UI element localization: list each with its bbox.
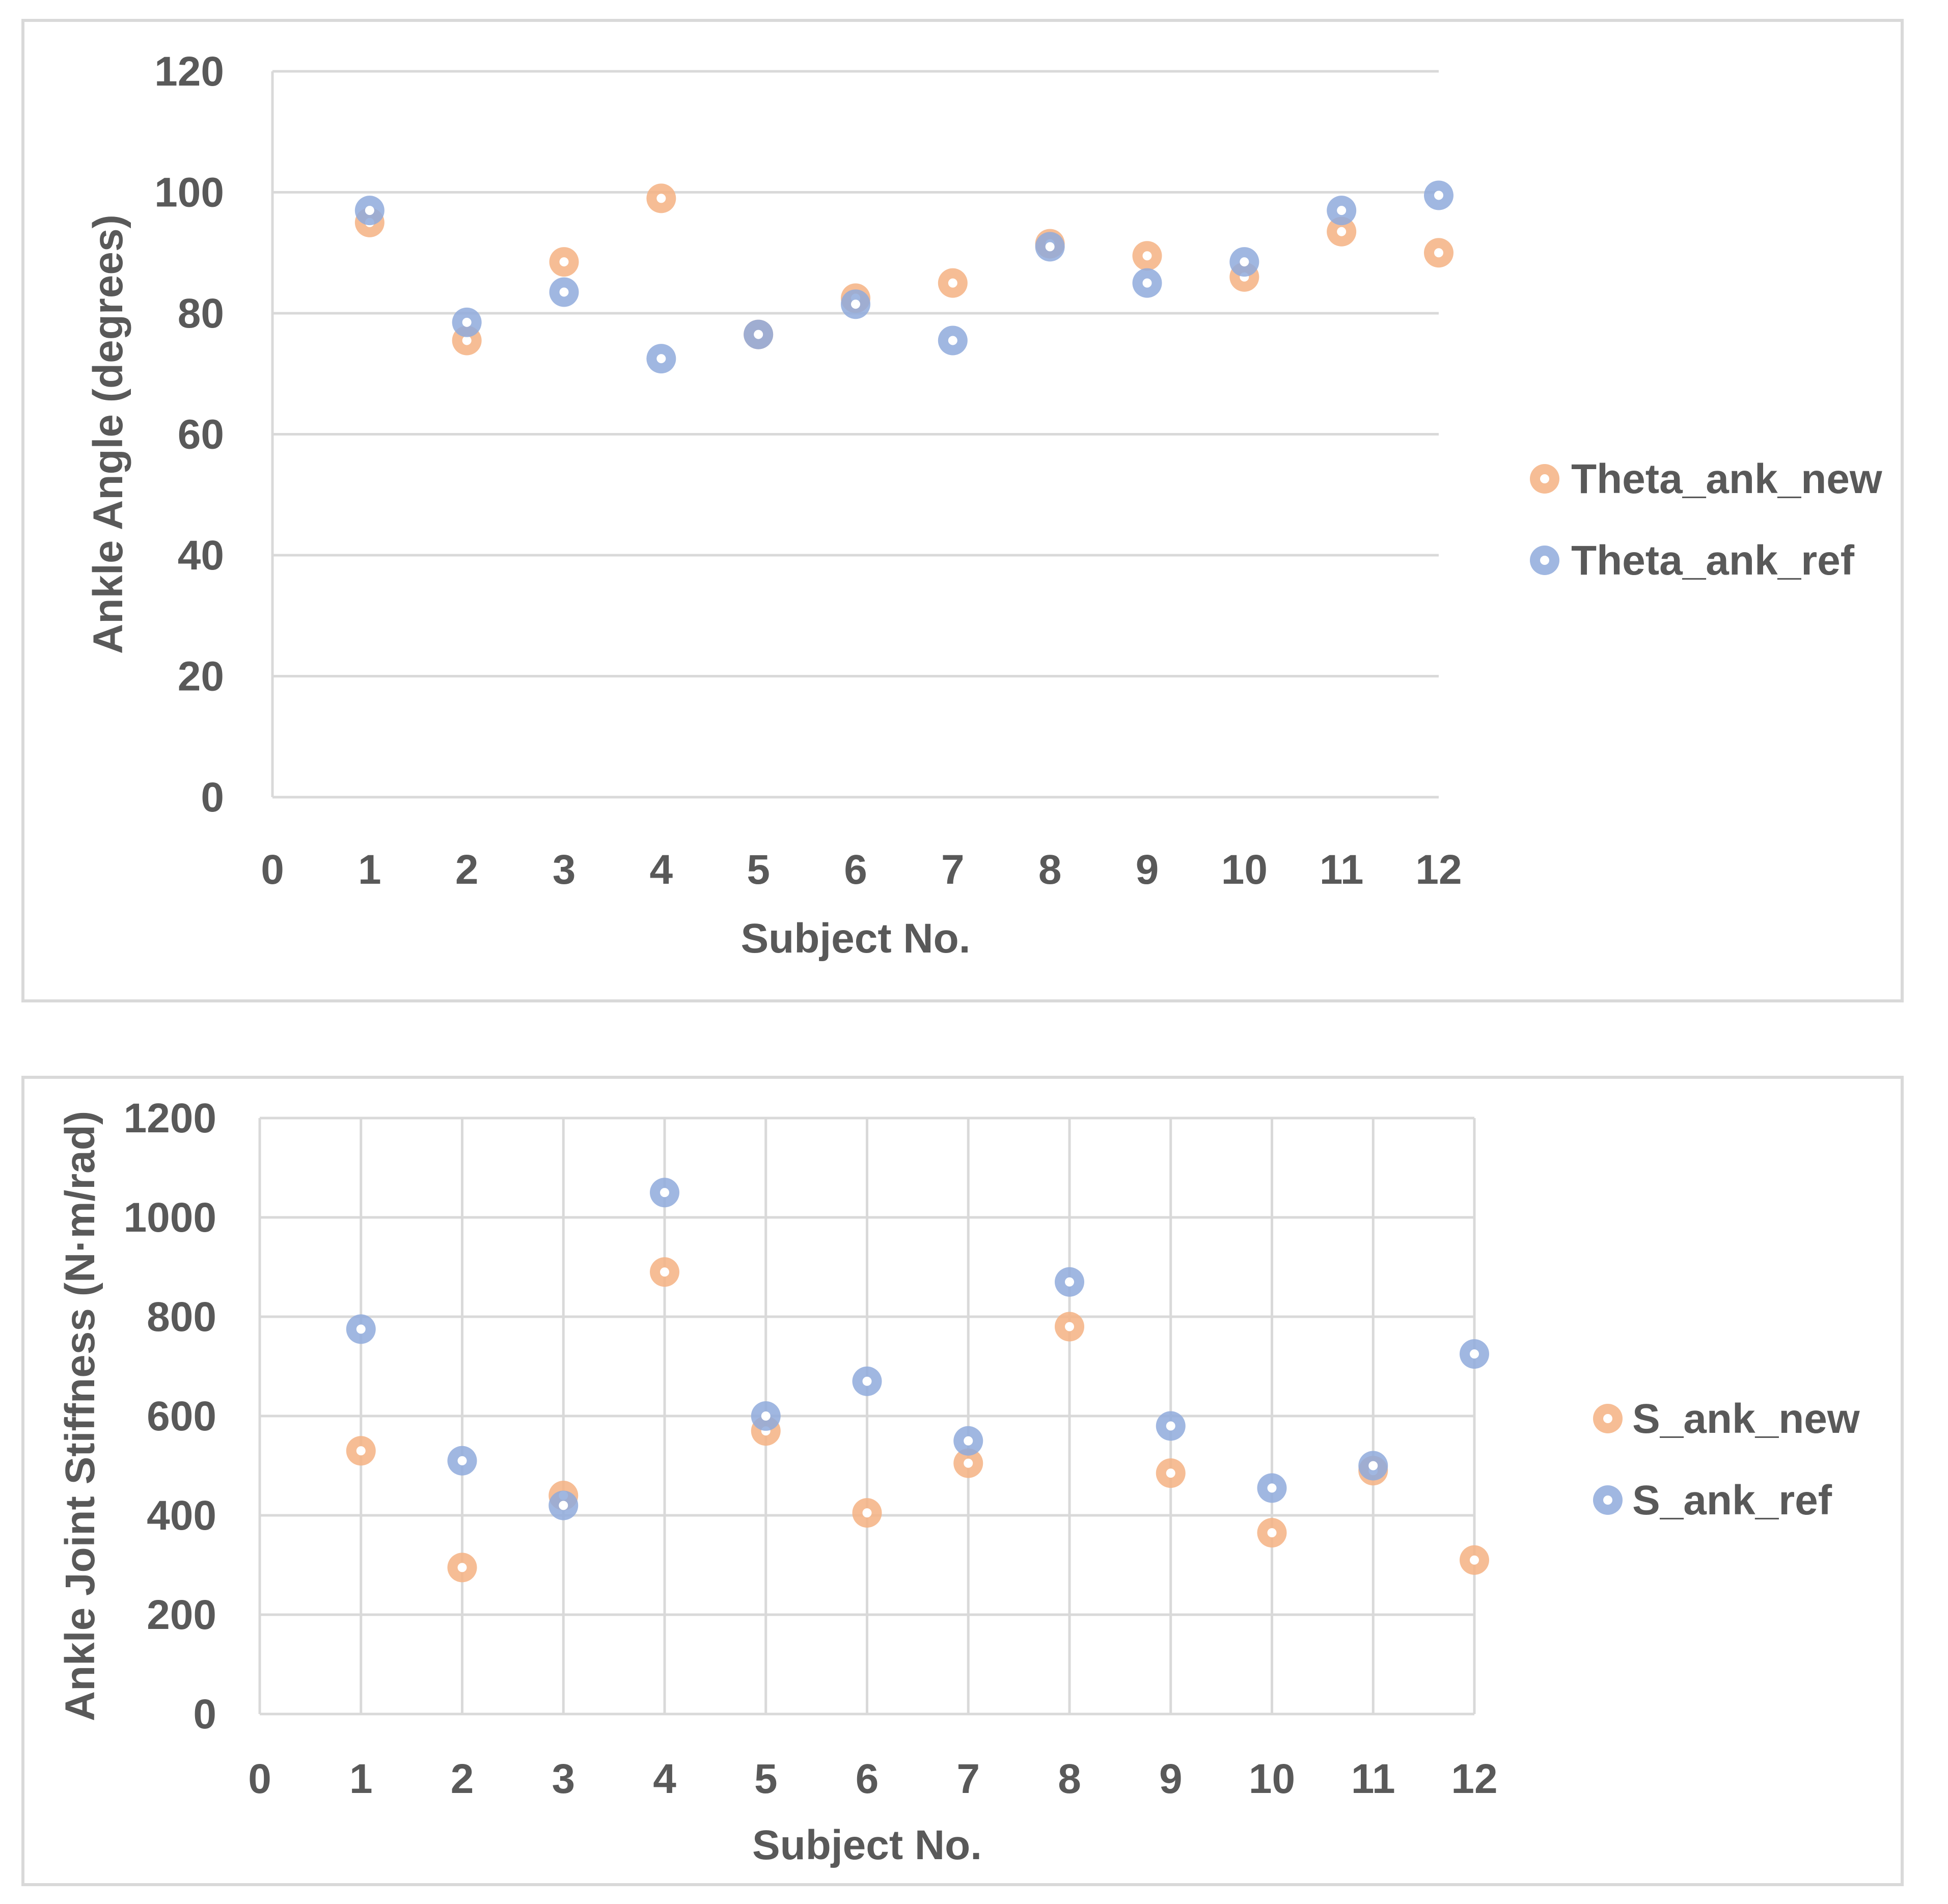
data-point-center (1045, 242, 1055, 252)
x-tick-label: 10 (1249, 1756, 1295, 1802)
data-point-center (754, 330, 763, 339)
x-axis-title: Subject No. (740, 915, 970, 962)
data-point-center (964, 1436, 973, 1446)
data-point-center (660, 1267, 669, 1277)
data-point-center (1166, 1468, 1175, 1478)
y-tick-label: 400 (147, 1492, 216, 1539)
data-point-center (1470, 1555, 1479, 1565)
y-tick-label: 800 (147, 1294, 216, 1340)
data-point-center (559, 287, 569, 297)
legend-marker-center (1540, 556, 1549, 565)
data-point-center (948, 336, 957, 345)
data-point-center (457, 1563, 467, 1572)
y-axis-title: Ankle Joint Stiffness (N·m/rad) (57, 1111, 103, 1721)
x-tick-label: 12 (1451, 1756, 1497, 1802)
y-tick-label: 600 (147, 1393, 216, 1439)
y-tick-label: 40 (178, 532, 224, 579)
x-tick-label: 7 (956, 1756, 980, 1802)
y-axis-title: Ankle Angle (degrees) (85, 214, 131, 654)
data-point-center (1142, 251, 1152, 261)
legend-label: S_ank_new (1632, 1396, 1860, 1442)
data-point-center (862, 1376, 872, 1386)
data-point-center (1434, 248, 1443, 258)
y-tick-label: 80 (178, 290, 224, 337)
data-point-center (462, 336, 472, 345)
y-tick-label: 100 (154, 170, 224, 216)
data-point-center (457, 1456, 467, 1465)
data-point-center (559, 1501, 568, 1510)
legend-label: Theta_ank_new (1571, 456, 1882, 502)
y-tick-label: 120 (154, 48, 224, 95)
x-tick-label: 10 (1221, 847, 1268, 893)
data-point-center (1240, 257, 1249, 267)
data-point-center (1065, 1322, 1074, 1331)
x-tick-label: 3 (552, 1756, 575, 1802)
data-point-center (1142, 278, 1152, 288)
data-point-center (851, 300, 860, 309)
x-tick-label: 11 (1351, 1756, 1395, 1802)
x-tick-label: 8 (1058, 1756, 1081, 1802)
x-tick-label: 2 (451, 1756, 474, 1802)
data-point-center (1337, 227, 1347, 236)
x-tick-label: 0 (248, 1756, 271, 1802)
x-tick-label: 1 (358, 847, 381, 893)
data-point-center (1470, 1349, 1479, 1359)
data-point-center (559, 257, 569, 267)
legend-marker-center (1603, 1414, 1612, 1423)
x-tick-label: 5 (754, 1756, 778, 1802)
y-tick-label: 1200 (124, 1095, 216, 1141)
y-tick-label: 0 (193, 1691, 216, 1737)
x-tick-label: 6 (844, 847, 867, 893)
data-point-center (1267, 1483, 1277, 1493)
y-tick-label: 60 (178, 412, 224, 458)
x-tick-label: 8 (1038, 847, 1062, 893)
x-tick-label: 4 (650, 847, 673, 893)
x-tick-label: 0 (261, 847, 284, 893)
y-tick-label: 1000 (124, 1194, 216, 1241)
x-tick-label: 9 (1159, 1756, 1183, 1802)
data-point-center (1434, 191, 1443, 200)
x-tick-label: 2 (455, 847, 479, 893)
x-tick-label: 7 (941, 847, 965, 893)
data-point-center (462, 317, 472, 327)
legend-marker-center (1603, 1495, 1612, 1505)
x-tick-label: 12 (1415, 847, 1462, 893)
data-point-center (1065, 1277, 1074, 1287)
data-point-center (656, 354, 666, 364)
data-point-center (964, 1458, 973, 1468)
data-point-center (356, 1324, 366, 1334)
data-point-center (1267, 1528, 1277, 1538)
chart-frame (21, 19, 1904, 1002)
y-tick-label: 20 (178, 654, 224, 700)
y-tick-label: 0 (201, 774, 224, 821)
y-tick-label: 200 (147, 1592, 216, 1638)
data-point-center (1368, 1461, 1378, 1471)
data-point-center (656, 194, 666, 203)
legend-label: Theta_ank_ref (1571, 537, 1855, 584)
data-point-center (1166, 1421, 1175, 1431)
x-tick-label: 11 (1320, 847, 1364, 893)
data-point-center (356, 1446, 366, 1456)
data-point-center (862, 1508, 872, 1518)
data-point-center (1337, 206, 1347, 215)
data-point-center (948, 278, 957, 288)
x-tick-label: 6 (856, 1756, 879, 1802)
data-point-center (761, 1411, 771, 1421)
x-tick-label: 3 (553, 847, 576, 893)
data-point-center (660, 1188, 669, 1198)
data-point-center (365, 206, 374, 215)
x-tick-label: 5 (747, 847, 770, 893)
legend-marker-center (1540, 474, 1549, 483)
chart-frame (21, 1076, 1904, 1886)
x-tick-label: 4 (653, 1756, 676, 1802)
x-tick-label: 1 (349, 1756, 373, 1802)
x-tick-label: 9 (1136, 847, 1159, 893)
x-axis-title: Subject No. (752, 1822, 982, 1868)
legend-label: S_ank_ref (1632, 1477, 1832, 1524)
